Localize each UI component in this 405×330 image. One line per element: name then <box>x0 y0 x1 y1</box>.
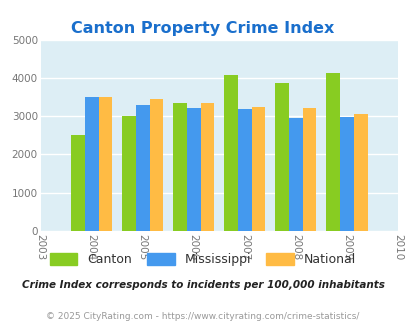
Text: Canton Property Crime Index: Canton Property Crime Index <box>71 21 334 36</box>
Bar <box>224 75 237 231</box>
Legend: Canton, Mississippi, National: Canton, Mississippi, National <box>46 249 359 270</box>
Bar <box>71 135 85 231</box>
Text: Crime Index corresponds to incidents per 100,000 inhabitants: Crime Index corresponds to incidents per… <box>21 280 384 290</box>
Bar <box>325 73 339 231</box>
Bar <box>98 97 112 231</box>
Bar <box>149 99 163 231</box>
Bar <box>122 116 135 231</box>
Bar <box>237 109 251 231</box>
Bar <box>353 115 367 231</box>
Bar <box>251 107 265 231</box>
Bar <box>288 118 302 231</box>
Bar <box>275 83 288 231</box>
Bar <box>135 105 149 231</box>
Bar <box>186 108 200 231</box>
Bar <box>200 103 214 231</box>
Bar <box>173 103 186 231</box>
Bar <box>339 117 353 231</box>
Bar <box>85 97 98 231</box>
Text: © 2025 CityRating.com - https://www.cityrating.com/crime-statistics/: © 2025 CityRating.com - https://www.city… <box>46 312 359 321</box>
Bar <box>302 108 315 231</box>
